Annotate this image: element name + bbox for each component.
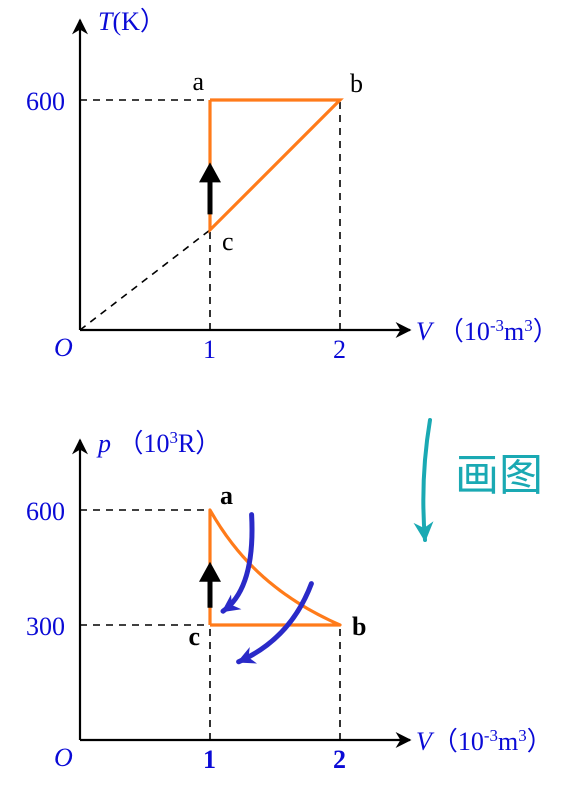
origin-label: O [54, 743, 73, 772]
cycle-direction-arrow [223, 515, 252, 612]
x-tick-label: 2 [333, 745, 346, 774]
y-tick-label: 600 [26, 497, 65, 526]
cycle-path [210, 100, 340, 230]
point-label-c: c [222, 227, 234, 256]
point-label-a: a [220, 481, 233, 510]
point-label-a: a [192, 67, 204, 96]
x-tick-label: 2 [333, 335, 346, 364]
side-annotation: 画图 [423, 420, 543, 540]
y-tick-label: 600 [26, 87, 65, 116]
y-tick-label: 300 [26, 612, 65, 641]
point-label-b: b [352, 612, 366, 641]
point-label-c: c [188, 622, 200, 651]
point-label-b: b [350, 69, 363, 98]
x-tick-label: 1 [203, 745, 216, 774]
x-tick-label: 1 [203, 335, 216, 364]
y-axis-label: T(K） [98, 7, 166, 36]
x-axis-label: V（10-3m3） [416, 726, 553, 757]
y-axis-label: p （103R） [96, 428, 221, 459]
side-text: 画图 [455, 451, 543, 500]
side-arrow [423, 420, 430, 540]
diagram-stage: O T(K） V （10-3m3） 600 1 2 a b c Op （103R） V（10-3m3… [0, 0, 583, 787]
top-chart: O T(K） V （10-3m3） 600 1 2 a b c [26, 7, 559, 364]
cycle-direction-arrow [239, 584, 312, 662]
origin-label: O [54, 333, 73, 362]
x-axis-label: V （10-3m3） [416, 316, 559, 347]
